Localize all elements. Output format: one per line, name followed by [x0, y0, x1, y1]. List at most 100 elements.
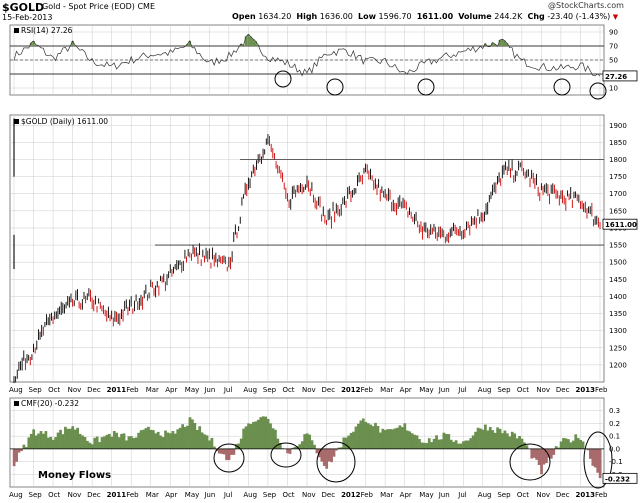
cmf-area-segment	[183, 426, 187, 449]
cmf-area-segment	[239, 438, 243, 449]
cmf-x-tick-label: 2011	[107, 491, 127, 499]
cmf-area-segment	[232, 448, 236, 455]
price-x-tick-label: Feb	[595, 386, 608, 394]
cmf-area-segment	[581, 441, 585, 449]
cmf-area-segment	[64, 426, 67, 449]
cmf-area-segment	[176, 429, 180, 449]
cmf-area-segment	[574, 434, 578, 449]
cmf-area-segment	[498, 428, 502, 449]
cmf-area-segment	[266, 418, 270, 449]
price-legend: $GOLD (Daily) 1611.00	[21, 117, 108, 126]
cmf-area-segment	[435, 435, 438, 449]
cmf-area-segment	[481, 429, 485, 449]
price-tick-label: 1200	[609, 361, 627, 369]
cmf-area-segment	[381, 428, 385, 449]
cmf-area-segment	[415, 435, 419, 449]
cmf-x-tick-label: Sep	[497, 491, 511, 499]
price-tick-label: 1550	[609, 242, 627, 250]
cmf-area-segment	[379, 432, 382, 449]
cmf-x-tick-label: Aug	[9, 491, 23, 499]
high-label: High	[296, 12, 318, 21]
cmf-area-segment	[186, 425, 189, 449]
cmf-x-tick-label: Nov	[68, 491, 82, 499]
rsi-overbought-fill	[503, 40, 506, 46]
cmf-area-segment	[520, 438, 524, 449]
rsi-tick-label: 70	[609, 43, 618, 51]
cmf-area-segment	[310, 440, 314, 449]
rsi-overbought-fill	[247, 34, 250, 46]
cmf-x-tick-label: Sep	[29, 491, 43, 499]
rsi-line	[13, 33, 601, 77]
cmf-area-segment	[61, 434, 65, 449]
cmf-area-segment	[244, 426, 248, 449]
price-tick-label: 1450	[609, 276, 627, 284]
cmf-area-segment	[276, 438, 280, 449]
price-x-tick-label: Feb	[361, 386, 374, 394]
chg-value: -23.40 (-1.43%)	[547, 12, 611, 21]
cmf-area-segment	[56, 432, 60, 449]
cmf-area-segment	[432, 438, 436, 449]
cmf-x-tick-label: Oct	[282, 491, 294, 499]
cmf-area-segment	[491, 430, 495, 449]
cmf-area-segment	[496, 427, 499, 449]
cmf-area-segment	[357, 423, 360, 449]
volume-value: 244.2K	[494, 12, 523, 21]
cmf-area-segment	[364, 421, 368, 449]
cmf-area-segment	[393, 428, 397, 449]
cmf-area-segment	[288, 448, 292, 454]
cmf-area-segment	[222, 448, 226, 455]
cmf-area-segment	[413, 434, 416, 449]
cmf-area-segment	[369, 424, 373, 449]
cmf-area-segment	[46, 437, 50, 449]
cmf-area-segment	[83, 437, 87, 449]
price-x-tick-label: Nov	[302, 386, 316, 394]
cmf-area-segment	[501, 433, 504, 449]
price-x-tick-label: Dec	[322, 386, 336, 394]
cmf-area-segment	[303, 434, 307, 449]
cmf-area-segment	[103, 436, 106, 449]
instrument-name: Gold - Spot Price (EOD)	[42, 2, 135, 11]
cmf-area-segment	[24, 447, 28, 449]
rsi-overbought-fill	[244, 36, 248, 46]
price-x-tick-label: May	[419, 386, 433, 394]
rsi-overbought-fill	[34, 44, 38, 46]
cmf-area-segment	[139, 430, 143, 449]
rsi-legend-swatch	[14, 28, 19, 33]
rsi-overbought-fill	[32, 41, 35, 46]
cmf-area-segment	[469, 438, 473, 449]
cmf-area-segment	[388, 429, 392, 449]
cmf-area-segment	[422, 442, 426, 449]
price-x-tick-label: Oct	[282, 386, 294, 394]
cmf-area-segment	[22, 444, 26, 449]
cmf-area-segment	[230, 448, 233, 455]
rsi-value-label: 27.26	[605, 73, 627, 81]
price-x-tick-label: Sep	[497, 386, 511, 394]
price-x-tick-label: Oct	[517, 386, 529, 394]
cmf-area-segment	[227, 448, 231, 461]
cmf-area-segment	[586, 448, 590, 451]
cmf-area-segment	[15, 448, 18, 462]
rsi-overbought-fill	[491, 42, 494, 46]
cmf-area-segment	[591, 448, 595, 466]
price-tick-label: 1700	[609, 190, 627, 198]
cmf-area-segment	[503, 430, 507, 449]
cmf-area-segment	[420, 442, 424, 449]
cmf-area-segment	[352, 431, 355, 449]
cmf-area-segment	[225, 448, 228, 461]
cmf-area-segment	[386, 429, 390, 449]
cmf-x-tick-label: May	[419, 491, 433, 499]
cmf-area-segment	[427, 438, 431, 449]
cmf-area-segment	[525, 445, 529, 449]
cmf-area-segment	[147, 426, 150, 449]
price-x-tick-label: Aug	[243, 386, 257, 394]
price-x-tick-label: Mar	[146, 386, 159, 394]
cmf-tick-label: -0.1	[609, 458, 623, 466]
rsi-overbought-fill	[188, 40, 192, 46]
cmf-area-segment	[34, 435, 38, 449]
cmf-area-segment	[81, 435, 84, 449]
cmf-area-segment	[337, 447, 341, 449]
cmf-area-segment	[164, 430, 167, 449]
cmf-area-segment	[249, 424, 253, 449]
cmf-area-segment	[173, 433, 177, 449]
cmf-area-segment	[505, 433, 509, 449]
